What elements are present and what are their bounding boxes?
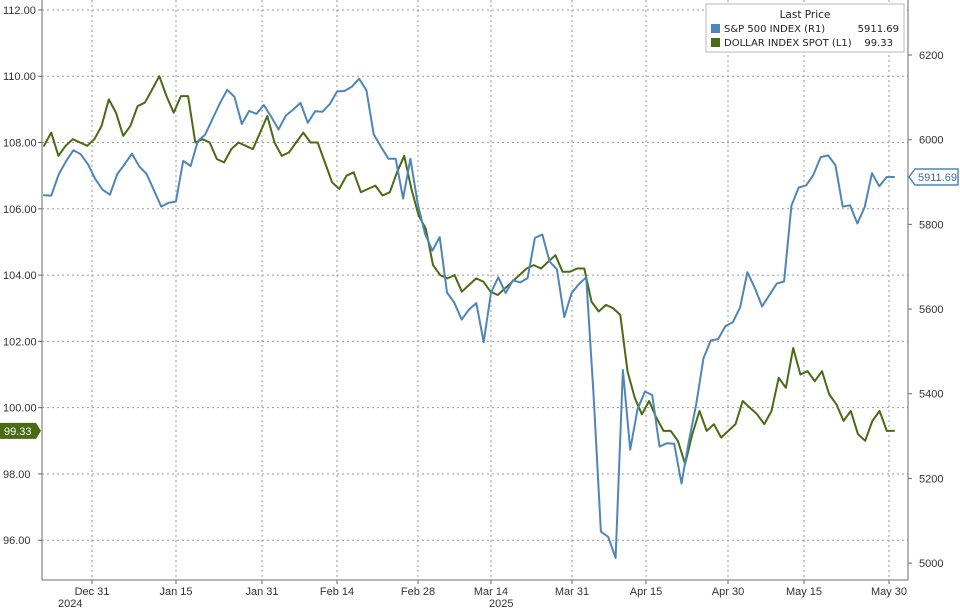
x-tick-label: Feb 14 (320, 586, 354, 598)
x-tick-label: Jan 15 (159, 586, 192, 598)
x-tick-label: Jan 31 (245, 586, 278, 598)
y-left-tick-label: 110.00 (3, 71, 36, 83)
x-tick-label: Dec 31 (75, 586, 110, 598)
legend-value-sp500: 5911.69 (858, 24, 899, 35)
y-right-tick-label: 5800 (919, 219, 943, 231)
series (43, 75, 895, 559)
x-tick-label: Apr 30 (712, 586, 744, 598)
right-tag-box (908, 168, 959, 186)
x-year-label: 2024 (58, 598, 82, 609)
left-tag-box (0, 422, 41, 439)
y-left-tick-label: 104.00 (3, 270, 37, 282)
x-tick-label: Mar 31 (555, 586, 589, 598)
legend-label-dollar-index: DOLLAR INDEX SPOT (L1) (724, 38, 852, 49)
dollar-index-line (43, 75, 895, 465)
x-year-label: 2025 (489, 598, 513, 609)
x-tick-label: Feb 28 (401, 586, 435, 598)
left-last-value-tag: 99.33 (0, 422, 41, 439)
y-left-tick-label: 106.00 (3, 204, 37, 216)
x-tick-label: Apr 15 (630, 586, 662, 598)
y-right-tick-label: 6200 (919, 50, 943, 62)
x-tick-label: May 15 (786, 586, 822, 598)
y-right-tick-label: 5000 (919, 558, 943, 570)
legend-title: Last Price (780, 9, 831, 21)
x-tick-label: Mar 14 (474, 586, 508, 598)
right-last-value-tag: 5911.69 (908, 168, 959, 186)
legend-swatch-dollar-index (711, 38, 720, 47)
y-left-tick-label: 96.00 (3, 535, 31, 547)
legend: Last Price S&P 500 INDEX (R1) 5911.69 DO… (705, 3, 905, 53)
right-tag-value: 5911.69 (918, 172, 957, 184)
left-tag-value: 99.33 (4, 426, 32, 438)
y-left-tick-label: 112.00 (3, 5, 36, 17)
legend-label-sp500: S&P 500 INDEX (R1) (724, 24, 825, 35)
last-value-tags: 5911.69 99.33 (0, 168, 959, 439)
legend-box (705, 3, 905, 53)
grid (42, 0, 908, 580)
legend-value-dollar-index: 99.33 (864, 38, 893, 49)
axes (41, 0, 909, 581)
y-left-tick-label: 100.00 (3, 403, 37, 415)
y-left-tick-label: 98.00 (3, 469, 31, 481)
y-right-tick-label: 5600 (919, 304, 943, 316)
x-tick-label: May 30 (871, 586, 907, 598)
y-left-tick-label: 108.00 (3, 138, 37, 150)
y-right-tick-label: 5200 (919, 473, 943, 485)
ticks: 112.00 110.00 108.00 106.00 104.00 102.00 100.… (3, 5, 943, 609)
legend-swatch-sp500 (711, 24, 720, 33)
y-left-tick-label: 102.00 (3, 336, 37, 348)
sp500-line (43, 77, 895, 559)
y-right-tick-label: 5400 (919, 389, 943, 401)
y-right-tick-label: 6000 (919, 135, 943, 147)
